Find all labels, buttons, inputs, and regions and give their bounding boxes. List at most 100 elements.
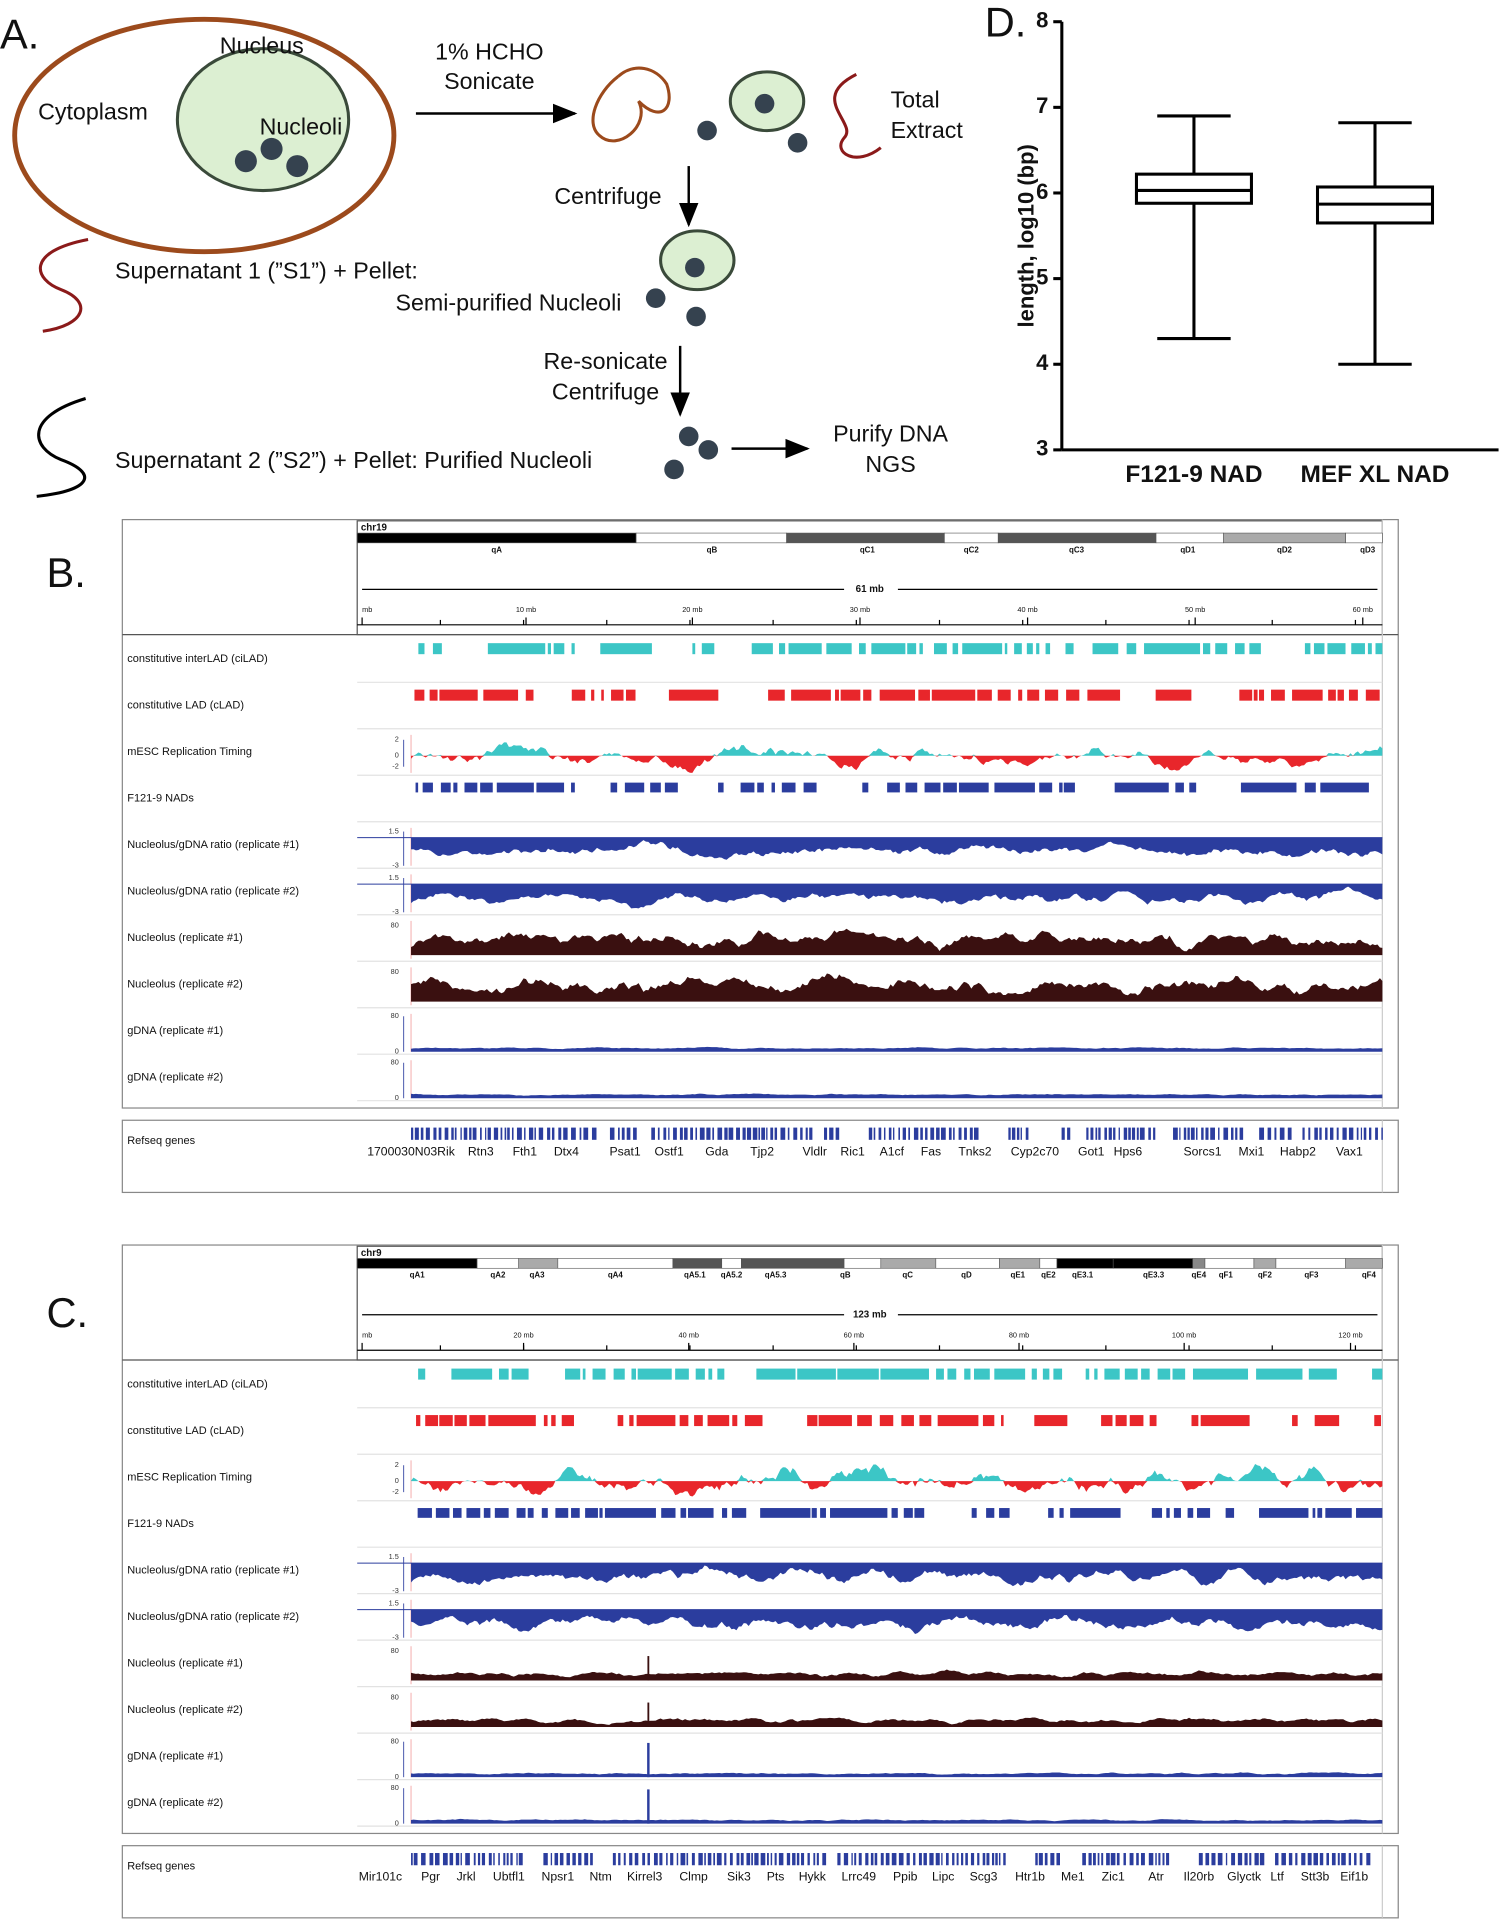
gene-bar [969,1127,973,1140]
segment [891,1508,898,1518]
track-scale: -3 [392,861,399,870]
segment [617,1415,624,1427]
segment [664,782,678,793]
segment [680,1508,687,1518]
segment [756,1368,796,1380]
gene-label: Atr [1148,1870,1164,1884]
segment [1304,643,1311,655]
segment [561,1415,574,1427]
segment [1124,1368,1138,1380]
segment [1215,643,1228,655]
gene-bar [780,1127,786,1140]
gdna-area [411,1772,1383,1778]
gene-bar [642,1853,646,1866]
gene-bar [629,1853,633,1866]
gene-bar [1254,1853,1259,1866]
gene-bar [953,1127,955,1140]
size-label-bg [844,581,898,597]
segment [835,689,839,701]
gene-bar [511,1127,514,1140]
segment [1042,1368,1050,1380]
segment [1259,1508,1309,1518]
segment [1144,643,1201,655]
gene-bar [1288,1853,1293,1866]
gene-bar [433,1127,437,1140]
segment [527,1508,534,1518]
track-label: gDNA (replicate #2) [127,1797,223,1809]
track-label: Nucleolus (replicate #2) [127,978,243,990]
gene-bar [1359,1853,1363,1866]
gene-bar [566,1853,570,1866]
segment [977,689,992,701]
segment [701,643,715,655]
signal-area [411,928,1383,956]
segment [1351,643,1365,655]
gene-bar [742,1127,746,1140]
segment [1173,1508,1181,1518]
segment [439,689,478,701]
gene-bar [438,1127,442,1140]
gene-bar [663,1127,667,1140]
gene-bar [1128,1127,1131,1140]
gene-label: Rtn3 [468,1144,494,1158]
segment [1225,1508,1235,1518]
gene-bar [498,1853,500,1866]
track-scale: 0 [395,1819,399,1828]
gene-bar [488,1853,492,1866]
band-label: qC2 [964,545,980,554]
segment [936,1368,944,1380]
y-tick-label: 4 [1036,350,1049,375]
gene-bar [796,1853,800,1866]
band-label: qA5.3 [765,1271,787,1280]
gene-bar [670,1853,674,1866]
segment [611,689,624,701]
gene-bar [1211,1853,1216,1866]
gene-bar [766,1127,768,1140]
nucleolus [260,137,283,160]
track-label: Nucleolus/gDNA ratio (replicate #2) [127,1611,299,1623]
gene-bar [885,1853,890,1866]
segment [1101,1415,1113,1427]
segment [718,782,724,793]
panel-label: B. [46,549,85,596]
gene-bar [746,1127,752,1140]
gene-bar [558,1127,562,1140]
segment [994,782,1035,793]
gene-bar [1056,1853,1060,1866]
segment [694,1415,703,1427]
gene-bar [1259,1127,1265,1140]
track-scale: 80 [391,967,399,976]
gene-bar [469,1127,472,1140]
gene-bar [435,1853,440,1866]
segment [708,1368,713,1380]
segment [879,1415,894,1427]
segment [1197,1508,1211,1518]
segment [625,689,636,701]
gene-bar [1106,1853,1110,1866]
gene-label: Pgr [421,1870,440,1884]
segment [453,782,458,793]
gene-label: Ppib [893,1870,918,1884]
segment [1001,1415,1004,1427]
gene-label: Hps6 [1114,1144,1143,1158]
gene-bar [1279,1127,1285,1140]
gene-bar [444,1127,449,1140]
segment [1327,643,1346,655]
gene-bar [413,1853,418,1866]
segment [1375,643,1383,655]
gene-bar [1301,1853,1306,1866]
track-scale: 0 [395,1476,399,1485]
gene-bar [1020,1127,1022,1140]
segment [797,1368,836,1380]
ruler-label: 60 mb [1353,605,1373,614]
segment [807,1415,818,1427]
segment [516,1508,526,1518]
segment [668,689,719,701]
gene-bar [1118,1127,1120,1140]
gene-bar [1217,1853,1223,1866]
gene-label: Got1 [1078,1144,1105,1158]
segment [571,643,575,655]
gene-bar [746,1853,751,1866]
segment [1104,1368,1120,1380]
segment [1141,1368,1150,1380]
